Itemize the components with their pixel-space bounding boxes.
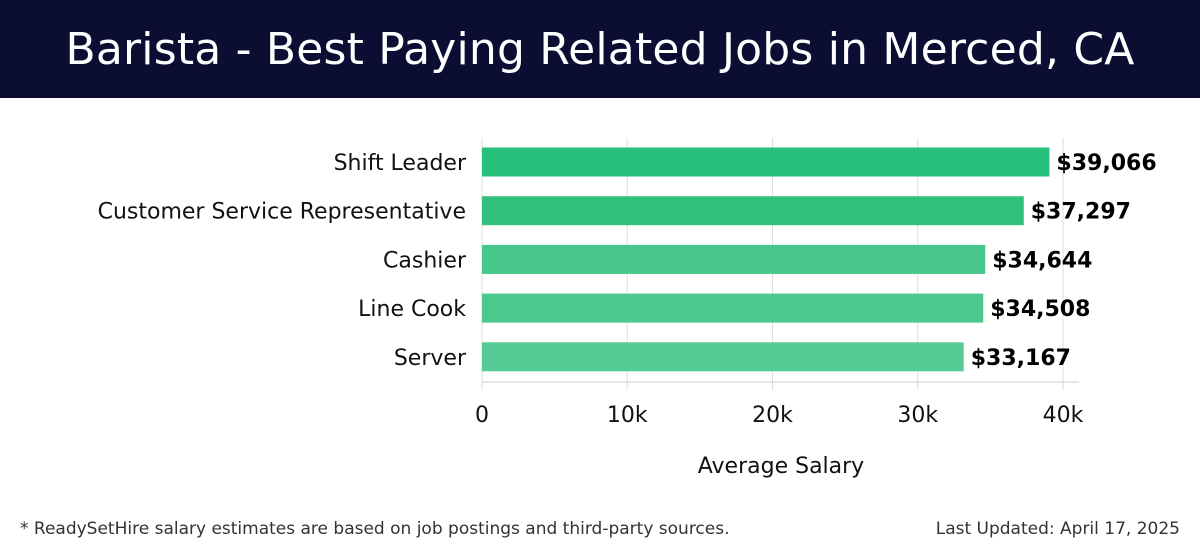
value-label: $34,644: [992, 248, 1092, 273]
x-tick-label: 10k: [607, 403, 648, 428]
category-label: Customer Service Representative: [98, 200, 466, 225]
x-tick-label: 0: [475, 403, 489, 428]
value-label: $37,297: [1031, 200, 1131, 225]
category-label: Cashier: [383, 248, 467, 273]
value-label: $34,508: [990, 297, 1090, 322]
bar-chart: 0 10k 20k 30k 40k Shift Leader $39,066 Customer…: [98, 138, 1157, 479]
x-tick-label: 20k: [752, 403, 793, 428]
x-tick-label: 40k: [1043, 403, 1084, 428]
x-tick-label: 30k: [897, 403, 938, 428]
value-label: $39,066: [1056, 151, 1156, 176]
bar: [482, 342, 964, 372]
bar-layer: [482, 147, 1050, 372]
bar: [482, 293, 984, 323]
footer-note: * ReadySetHire salary estimates are base…: [20, 519, 730, 539]
bar: [482, 147, 1050, 177]
category-label: Line Cook: [358, 297, 466, 322]
category-label: Server: [394, 346, 467, 371]
bar: [482, 244, 986, 274]
x-axis-title: Average Salary: [698, 454, 864, 479]
bar: [482, 196, 1024, 226]
last-updated: Last Updated: April 17, 2025: [935, 519, 1180, 539]
chart-header: Barista - Best Paying Related Jobs in Me…: [0, 0, 1200, 98]
label-layer: 0 10k 20k 30k 40k Shift Leader $39,066 Customer…: [98, 151, 1157, 428]
chart-title: Barista - Best Paying Related Jobs in Me…: [65, 23, 1135, 75]
value-label: $33,167: [971, 346, 1071, 371]
category-label: Shift Leader: [334, 151, 467, 176]
